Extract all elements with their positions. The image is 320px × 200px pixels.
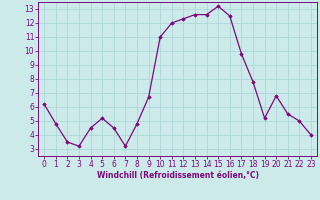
X-axis label: Windchill (Refroidissement éolien,°C): Windchill (Refroidissement éolien,°C): [97, 171, 259, 180]
